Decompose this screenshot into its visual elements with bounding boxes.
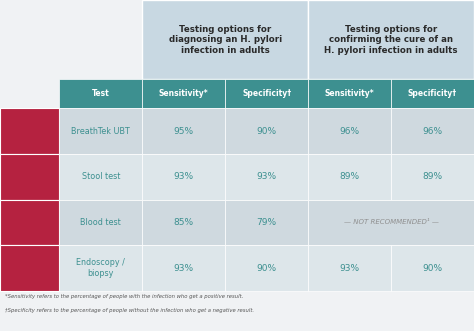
- Bar: [59, 108, 142, 154]
- Text: Blood test: Blood test: [81, 218, 121, 227]
- Text: Testing options for
diagnosing an H. pylori
infection in adults: Testing options for diagnosing an H. pyl…: [169, 25, 282, 55]
- Text: 93%: 93%: [256, 172, 277, 181]
- Bar: [225, 154, 308, 200]
- Bar: [225, 79, 308, 108]
- Text: — NOT RECOMMENDED¹ —: — NOT RECOMMENDED¹ —: [344, 219, 438, 225]
- Bar: [142, 200, 225, 245]
- Text: Sensitivity*: Sensitivity*: [325, 89, 374, 98]
- Text: Sensitivity*: Sensitivity*: [159, 89, 209, 98]
- Bar: [391, 79, 474, 108]
- Bar: [308, 108, 391, 154]
- Text: 89%: 89%: [339, 172, 360, 181]
- Bar: [225, 200, 308, 245]
- Bar: [59, 154, 142, 200]
- Text: 79%: 79%: [256, 218, 277, 227]
- Bar: [59, 245, 142, 291]
- Text: †Specificity refers to the percentage of people without the infection who get a : †Specificity refers to the percentage of…: [5, 308, 254, 313]
- Bar: [308, 245, 391, 291]
- Text: Endoscopy /
biopsy: Endoscopy / biopsy: [76, 259, 125, 278]
- Text: 85%: 85%: [173, 218, 194, 227]
- Bar: [391, 245, 474, 291]
- Text: Test: Test: [92, 89, 109, 98]
- Bar: [225, 245, 308, 291]
- Bar: [142, 0, 308, 79]
- Text: Testing options for
confirming the cure of an
H. pylori infection in adults: Testing options for confirming the cure …: [324, 25, 458, 55]
- Text: BreathTek UBT: BreathTek UBT: [72, 126, 130, 136]
- Text: 93%: 93%: [173, 263, 194, 273]
- Text: 93%: 93%: [339, 263, 360, 273]
- Text: 90%: 90%: [422, 263, 443, 273]
- Bar: [391, 154, 474, 200]
- Bar: [0, 108, 59, 154]
- Text: 95%: 95%: [173, 126, 194, 136]
- Bar: [308, 154, 391, 200]
- Bar: [308, 0, 474, 79]
- Bar: [142, 154, 225, 200]
- Bar: [308, 200, 474, 245]
- Text: 93%: 93%: [173, 172, 194, 181]
- Text: 90%: 90%: [256, 126, 277, 136]
- Bar: [142, 108, 225, 154]
- Text: Stool test: Stool test: [82, 172, 120, 181]
- Bar: [308, 79, 391, 108]
- Bar: [142, 79, 225, 108]
- Text: 96%: 96%: [339, 126, 360, 136]
- Bar: [0, 200, 59, 245]
- Bar: [225, 108, 308, 154]
- Text: 96%: 96%: [422, 126, 443, 136]
- Bar: [0, 245, 59, 291]
- Bar: [0, 154, 59, 200]
- Text: *Sensitivity refers to the percentage of people with the infection who get a pos: *Sensitivity refers to the percentage of…: [5, 294, 243, 299]
- Bar: [59, 79, 142, 108]
- Text: 89%: 89%: [422, 172, 443, 181]
- Text: 90%: 90%: [256, 263, 277, 273]
- Bar: [142, 245, 225, 291]
- Bar: [391, 108, 474, 154]
- Text: Specificity†: Specificity†: [242, 89, 291, 98]
- Bar: [59, 200, 142, 245]
- Text: Specificity†: Specificity†: [408, 89, 457, 98]
